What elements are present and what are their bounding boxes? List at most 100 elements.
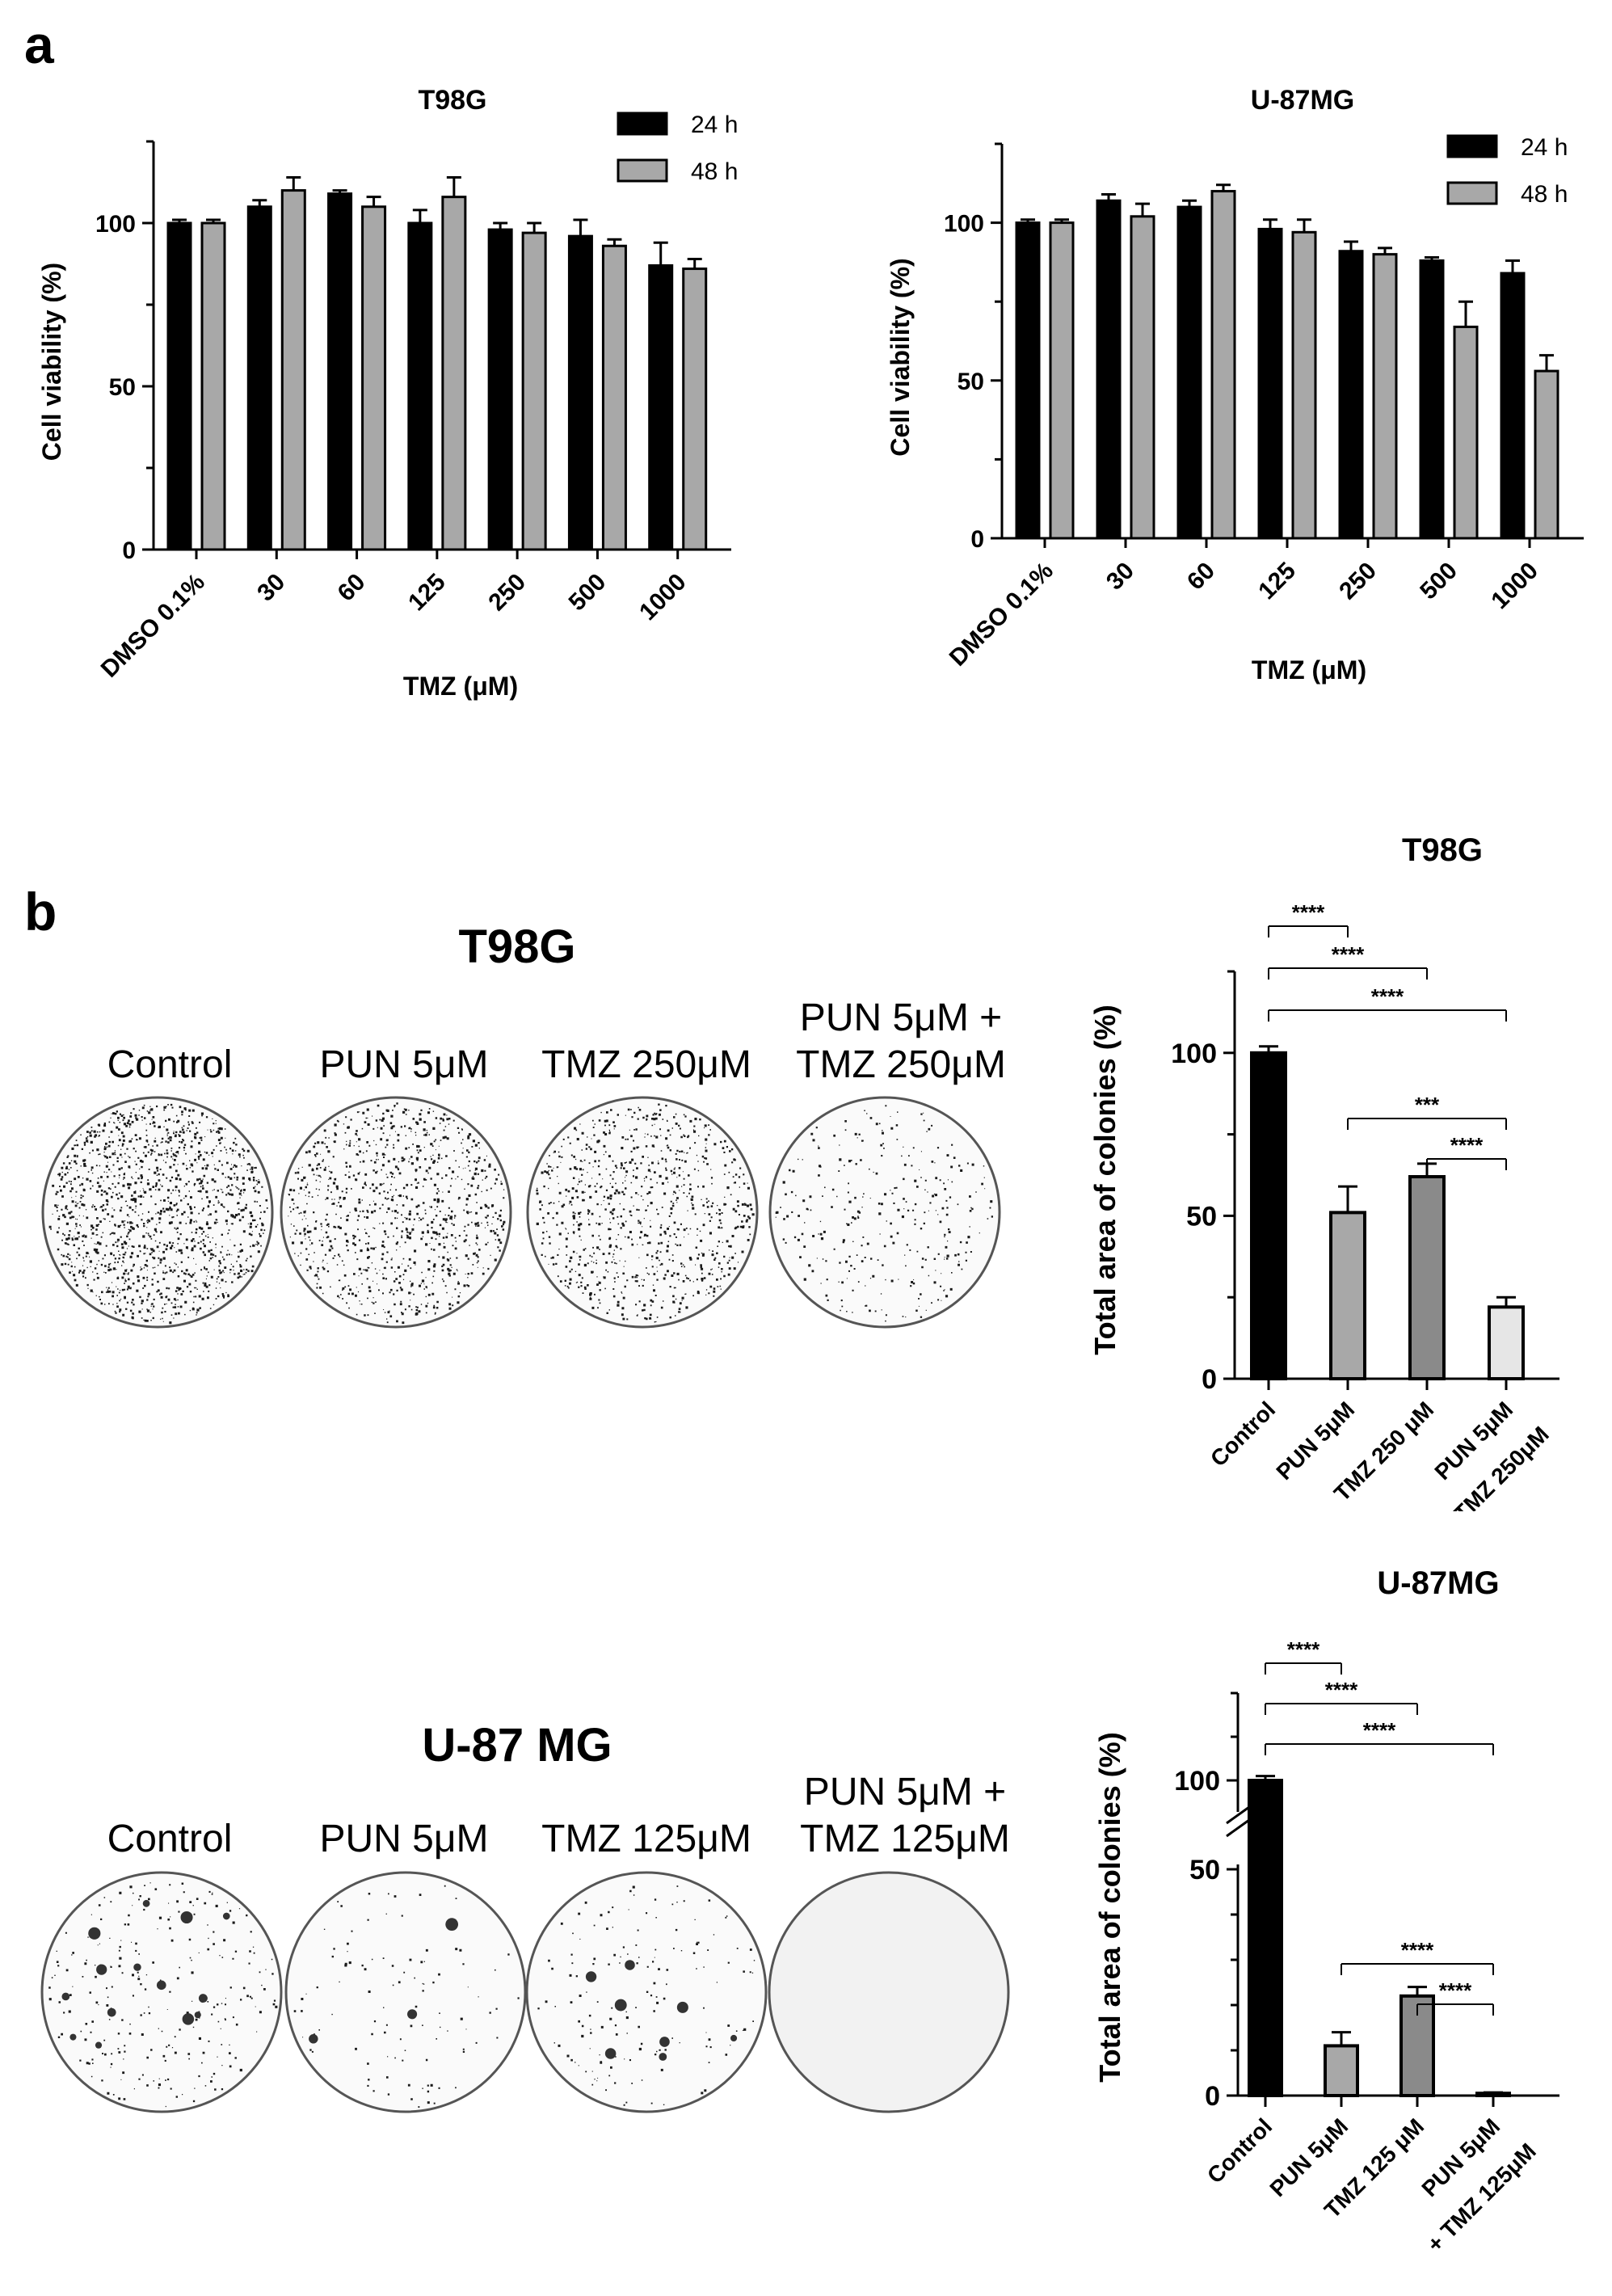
- dishes-t98g: [41, 1096, 1001, 1329]
- y-axis-label: Total area of colonies (%): [1088, 1005, 1122, 1354]
- x-tick-label: Control: [1206, 1397, 1280, 1471]
- bar: [1453, 325, 1479, 540]
- bar: [200, 221, 226, 551]
- y-tick-label: 50: [109, 374, 136, 401]
- colony-blob: [88, 1927, 101, 1940]
- y-axis-label: Total area of colonies (%): [1093, 1732, 1126, 2082]
- colony-blob: [614, 1999, 627, 2012]
- colony-blob: [222, 1912, 230, 1920]
- y-tick-label: 50: [958, 369, 984, 395]
- dish-label-u87-control: Control: [107, 1818, 233, 1860]
- bar: [1534, 369, 1559, 540]
- chart-title: T98G: [418, 85, 486, 116]
- x-tick-label: 125: [403, 569, 451, 617]
- colony-blob: [194, 2012, 201, 2019]
- dish-title-u87: U-87 MG: [422, 1719, 612, 1772]
- bar: [361, 205, 387, 551]
- colony-blob: [95, 2041, 103, 2049]
- colony-blob: [585, 1971, 597, 1982]
- bar: [1399, 1994, 1435, 2097]
- x-tick-label: 250: [1334, 558, 1382, 605]
- colony-blob: [659, 2053, 667, 2061]
- bar: [1291, 230, 1317, 540]
- x-axis-label: TMZ (μM): [1252, 655, 1366, 685]
- petri-dish: [284, 1871, 527, 2113]
- x-tick-label: Control: [1202, 2113, 1277, 2188]
- bar: [1176, 205, 1202, 540]
- bar: [1130, 215, 1155, 540]
- colony-blob: [96, 1964, 107, 1975]
- colony-blob: [133, 1963, 141, 1971]
- y-tick-label: 0: [1202, 1364, 1217, 1395]
- y-tick-label: 100: [1174, 1766, 1220, 1797]
- chart-b-t98g: T98G 0 50 100 Total area of colonies (%) Cont…: [1088, 832, 1559, 1511]
- colony-blob: [407, 2009, 418, 2020]
- chart-b-u87: U-87MG 0 50 100 Total area of colonies (%) Co…: [1093, 1565, 1559, 2257]
- colony-blob: [107, 2007, 116, 2017]
- x-tick-label: 1000: [1486, 558, 1543, 615]
- legend-swatch: [1446, 181, 1498, 205]
- petri-dish: [525, 1871, 768, 2113]
- x-tick-label: 1000: [634, 569, 692, 626]
- significance-label: ****: [1332, 942, 1365, 967]
- colony-blob: [676, 2001, 688, 2013]
- y-tick-label: 0: [1205, 2081, 1220, 2112]
- colony-blob: [156, 1980, 166, 1991]
- dish-label-t98g-combo-line2: TMZ 250μM: [796, 1043, 1006, 1086]
- x-tick-label: 60: [1182, 558, 1220, 596]
- x-tick-label: 500: [564, 569, 612, 617]
- bar: [601, 244, 627, 551]
- bar: [1419, 259, 1445, 540]
- legend-label: 24 h: [1521, 134, 1568, 161]
- dish-label-u87-combo-line1: PUN 5μM +: [803, 1771, 1007, 1814]
- petri-dish: [768, 1096, 1001, 1329]
- dish-label-t98g-pun: PUN 5μM: [319, 1043, 489, 1086]
- colony-blob: [142, 1899, 150, 1907]
- dish-outline: [768, 1871, 1010, 2113]
- bar: [1257, 227, 1283, 540]
- bar: [1338, 250, 1364, 540]
- y-tick-label: 0: [970, 526, 984, 553]
- bar: [1372, 253, 1398, 540]
- dish-label-t98g-control: Control: [107, 1043, 233, 1086]
- x-tick-label: 125: [1253, 558, 1301, 605]
- x-tick-label: 60: [333, 569, 371, 607]
- legend-label: 48 h: [1521, 181, 1568, 208]
- colony-blob: [309, 2034, 318, 2044]
- dish-label-u87-pun: PUN 5μM: [319, 1818, 489, 1860]
- bar: [682, 268, 708, 551]
- axis-break-mark: [1226, 1805, 1250, 1825]
- petri-dish: [526, 1096, 759, 1329]
- y-axis-label: Cell viability (%): [37, 263, 66, 461]
- bar: [1329, 1211, 1366, 1381]
- colony-blob: [182, 2013, 195, 2025]
- chart-a-u87: U-87MG 0 50 100 Cell viability (%) DMSO 0.1% 3…: [886, 85, 1584, 685]
- significance-label: ****: [1401, 1938, 1434, 1962]
- y-tick-label: 100: [944, 211, 984, 238]
- bar: [487, 228, 513, 551]
- x-tick-label: + TMZ 125μM: [1422, 2138, 1541, 2257]
- y-tick-label: 100: [95, 211, 136, 238]
- colony-speckles: [536, 1103, 755, 1323]
- petri-dish: [280, 1096, 512, 1329]
- x-tick-label: 250: [483, 569, 531, 617]
- significance-label: ****: [1450, 1133, 1484, 1157]
- colony-speckles: [288, 1102, 506, 1325]
- bar: [1248, 1779, 1283, 2097]
- panel-label-a: a: [24, 15, 54, 74]
- dish-label-t98g-combo-line1: PUN 5μM +: [799, 996, 1003, 1039]
- colony-blob: [61, 1992, 70, 2001]
- x-tick-label: 30: [1101, 558, 1139, 596]
- significance-label: ****: [1325, 1678, 1358, 1702]
- y-tick-label: 50: [1189, 1855, 1220, 1885]
- dish-outline: [768, 1096, 1001, 1329]
- colony-blob: [180, 1911, 193, 1924]
- chart-title: U-87MG: [1377, 1565, 1499, 1601]
- bar: [166, 221, 192, 551]
- bar: [327, 192, 353, 551]
- y-tick-label: 50: [1186, 1201, 1217, 1232]
- bar: [1408, 1175, 1446, 1380]
- colony-blob: [604, 2048, 617, 2059]
- dish-label-u87-tmz: TMZ 125μM: [541, 1818, 751, 1860]
- bar: [1488, 1305, 1525, 1381]
